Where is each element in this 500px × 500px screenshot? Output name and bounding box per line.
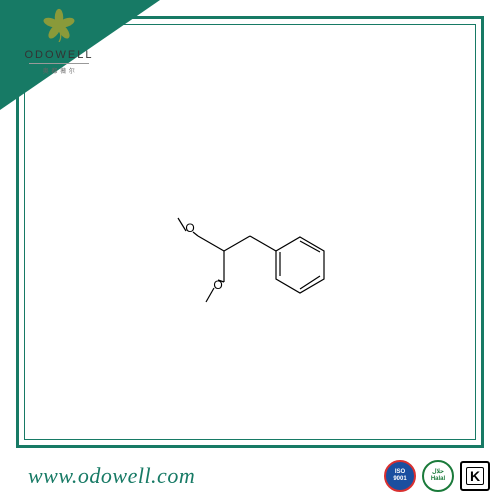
logo-subtitle: 奥 都 薇 尔 bbox=[14, 66, 104, 75]
website-url: www.odowell.com bbox=[0, 463, 384, 489]
logo-divider bbox=[29, 63, 89, 64]
logo-flower-icon bbox=[42, 8, 76, 42]
footer: www.odowell.com ISO9001حلالHalalK bbox=[0, 452, 500, 500]
kosher-badge: K bbox=[460, 461, 490, 491]
iso-badge: ISO9001 bbox=[384, 460, 416, 492]
molecule-structure: OO bbox=[140, 190, 360, 320]
logo-brand: ODOWELL bbox=[14, 49, 104, 61]
logo: ODOWELL 奥 都 薇 尔 bbox=[14, 8, 104, 75]
halal-badge: حلالHalal bbox=[422, 460, 454, 492]
certification-badges: ISO9001حلالHalalK bbox=[384, 460, 500, 492]
